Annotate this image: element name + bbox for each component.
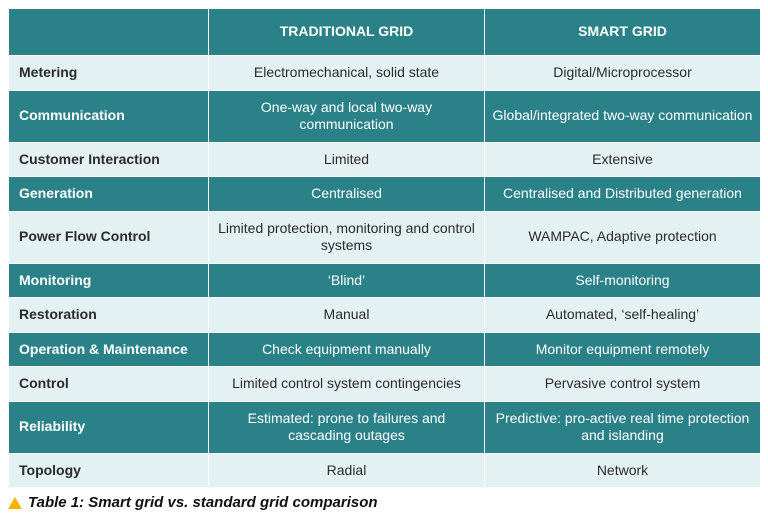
cell-smart: WAMPAC, Adaptive protection (485, 211, 761, 263)
cell-smart: Global/integrated two-way communication (485, 90, 761, 142)
cell-traditional: ‘Blind’ (209, 263, 485, 298)
row-label: Control (9, 367, 209, 402)
table-row: Control Limited control system contingen… (9, 367, 761, 402)
cell-smart: Pervasive control system (485, 367, 761, 402)
header-traditional: TRADITIONAL GRID (209, 9, 485, 56)
cell-smart: Extensive (485, 142, 761, 177)
cell-traditional: Limited (209, 142, 485, 177)
table-row: Reliability Estimated: prone to failures… (9, 401, 761, 453)
cell-smart: Network (485, 453, 761, 488)
row-label: Metering (9, 56, 209, 91)
cell-traditional: Limited protection, monitoring and contr… (209, 211, 485, 263)
header-blank (9, 9, 209, 56)
cell-traditional: Estimated: prone to failures and cascadi… (209, 401, 485, 453)
cell-traditional: Limited control system contingencies (209, 367, 485, 402)
table-row: Communication One-way and local two-way … (9, 90, 761, 142)
row-label: Customer Interaction (9, 142, 209, 177)
triangle-up-icon (8, 497, 22, 509)
table-row: Generation Centralised Centralised and D… (9, 177, 761, 212)
cell-smart: Centralised and Distributed generation (485, 177, 761, 212)
table-header-row: TRADITIONAL GRID SMART GRID (9, 9, 761, 56)
table-row: Customer Interaction Limited Extensive (9, 142, 761, 177)
row-label: Monitoring (9, 263, 209, 298)
cell-smart: Monitor equipment remotely (485, 332, 761, 367)
header-smart: SMART GRID (485, 9, 761, 56)
cell-smart: Automated, ‘self-healing’ (485, 298, 761, 333)
row-label: Power Flow Control (9, 211, 209, 263)
row-label: Communication (9, 90, 209, 142)
caption-text: Table 1: Smart grid vs. standard grid co… (28, 494, 378, 511)
cell-traditional: Check equipment manually (209, 332, 485, 367)
table-row: Restoration Manual Automated, ‘self-heal… (9, 298, 761, 333)
row-label: Topology (9, 453, 209, 488)
table-row: Topology Radial Network (9, 453, 761, 488)
cell-smart: Self-monitoring (485, 263, 761, 298)
row-label: Reliability (9, 401, 209, 453)
cell-traditional: Radial (209, 453, 485, 488)
cell-smart: Digital/Microprocessor (485, 56, 761, 91)
table-caption: Table 1: Smart grid vs. standard grid co… (8, 494, 760, 511)
row-label: Generation (9, 177, 209, 212)
comparison-table: TRADITIONAL GRID SMART GRID Metering Ele… (8, 8, 761, 488)
table-row: Metering Electromechanical, solid state … (9, 56, 761, 91)
row-label: Operation & Maintenance (9, 332, 209, 367)
row-label: Restoration (9, 298, 209, 333)
table-row: Operation & Maintenance Check equipment … (9, 332, 761, 367)
table-row: Monitoring ‘Blind’ Self-monitoring (9, 263, 761, 298)
cell-traditional: Centralised (209, 177, 485, 212)
table-row: Power Flow Control Limited protection, m… (9, 211, 761, 263)
cell-traditional: Manual (209, 298, 485, 333)
cell-smart: Predictive: pro-active real time protect… (485, 401, 761, 453)
cell-traditional: Electromechanical, solid state (209, 56, 485, 91)
cell-traditional: One-way and local two-way communication (209, 90, 485, 142)
